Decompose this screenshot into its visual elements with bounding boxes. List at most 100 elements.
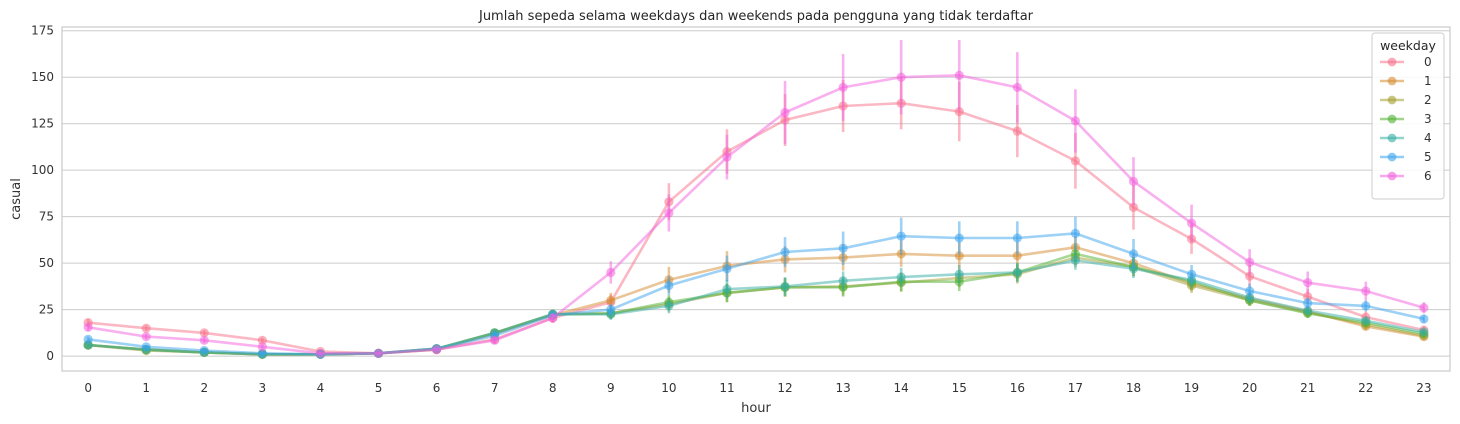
legend-label: 1 <box>1424 74 1432 88</box>
data-point <box>83 322 93 332</box>
legend-item-0: 0 <box>1380 55 1432 69</box>
data-point <box>199 335 209 345</box>
x-tick-label: 21 <box>1300 381 1315 395</box>
data-point <box>1012 82 1022 93</box>
x-tick-label: 8 <box>549 381 557 395</box>
data-point <box>1245 257 1255 267</box>
x-tick-label: 9 <box>607 381 615 395</box>
data-point <box>1012 251 1022 261</box>
data-point <box>1070 116 1081 126</box>
data-point <box>548 313 558 323</box>
x-tick-label: 18 <box>1126 381 1141 395</box>
data-point <box>1012 267 1022 278</box>
data-point <box>1128 249 1139 259</box>
x-tick-label: 4 <box>317 381 325 395</box>
data-point <box>373 348 384 358</box>
legend-label: 2 <box>1424 93 1432 107</box>
data-point <box>1128 176 1139 186</box>
data-point <box>1186 269 1197 279</box>
data-point <box>1012 233 1022 243</box>
y-tick-label: 150 <box>31 70 54 84</box>
legend-label: 5 <box>1424 150 1432 164</box>
plot-frame <box>61 26 1451 372</box>
data-point <box>722 284 732 294</box>
x-tick-label: 13 <box>835 381 850 395</box>
data-point <box>1012 126 1022 136</box>
data-point <box>606 305 616 315</box>
data-point <box>606 295 616 305</box>
data-point <box>1128 202 1139 212</box>
data-point <box>315 348 326 358</box>
x-tick-label: 10 <box>661 381 676 395</box>
data-point <box>780 107 790 118</box>
legend-title: weekday <box>1380 38 1436 53</box>
data-point <box>83 334 93 344</box>
legend: weekday 0 1 2 3 4 5 6 <box>1371 32 1445 200</box>
x-tick-label: 1 <box>142 381 150 395</box>
legend-marker <box>1387 76 1397 86</box>
data-point <box>1419 327 1429 337</box>
data-point <box>1070 255 1081 265</box>
data-point <box>490 335 500 345</box>
legend-frame <box>1371 32 1445 200</box>
data-point <box>1361 286 1371 296</box>
x-tick-label: 20 <box>1242 381 1257 395</box>
data-point <box>431 345 442 355</box>
data-point <box>780 281 790 291</box>
data-point <box>954 70 964 80</box>
legend-marker <box>1387 57 1397 67</box>
legend-label: 0 <box>1424 55 1432 69</box>
x-tick-label: 16 <box>1010 381 1025 395</box>
data-point <box>141 342 151 352</box>
data-point <box>199 328 209 338</box>
legend-item-5: 5 <box>1380 150 1432 164</box>
data-point <box>257 348 267 358</box>
data-point <box>664 208 674 218</box>
chart-title: Jumlah sepeda selama weekdays dan weeken… <box>478 9 1034 24</box>
x-tick-label: 3 <box>259 381 267 395</box>
legend-item-3: 3 <box>1380 112 1432 126</box>
data-point <box>1303 305 1313 316</box>
data-point <box>1070 156 1081 166</box>
data-point <box>838 276 848 286</box>
x-tick-label: 19 <box>1184 381 1199 395</box>
legend-marker <box>1387 171 1397 181</box>
x-tick-label: 22 <box>1358 381 1373 395</box>
legend-item-4: 4 <box>1380 131 1432 145</box>
legend-label: 4 <box>1424 131 1432 145</box>
data-point <box>1361 301 1371 311</box>
data-point <box>954 107 964 117</box>
legend-marker <box>1387 152 1397 162</box>
legend-marker <box>1387 114 1397 124</box>
data-point <box>141 332 151 342</box>
data-point <box>838 243 848 253</box>
x-tick-label: 11 <box>719 381 734 395</box>
data-point <box>1303 278 1313 288</box>
data-point <box>722 264 732 274</box>
data-point <box>1361 316 1371 326</box>
data-point <box>664 301 674 311</box>
data-point <box>1245 271 1255 281</box>
data-point <box>780 247 790 257</box>
data-point <box>606 267 616 278</box>
y-tick-label: 175 <box>31 24 54 38</box>
y-tick-label: 100 <box>31 163 54 177</box>
data-point <box>1419 303 1429 313</box>
data-point <box>722 152 732 162</box>
data-point <box>1419 314 1429 324</box>
data-point <box>896 72 906 82</box>
y-tick-label: 0 <box>46 349 54 363</box>
legend-marker <box>1387 95 1397 105</box>
x-tick-label: 2 <box>200 381 208 395</box>
data-point <box>1186 218 1197 228</box>
data-point <box>954 251 964 261</box>
legend-item-6: 6 <box>1380 169 1432 183</box>
data-point <box>257 342 267 352</box>
series-line <box>87 232 1425 356</box>
series-layer <box>83 40 1429 359</box>
x-tick-label: 23 <box>1416 381 1431 395</box>
x-tick-label: 17 <box>1068 381 1083 395</box>
x-tick-label: 5 <box>375 381 383 395</box>
